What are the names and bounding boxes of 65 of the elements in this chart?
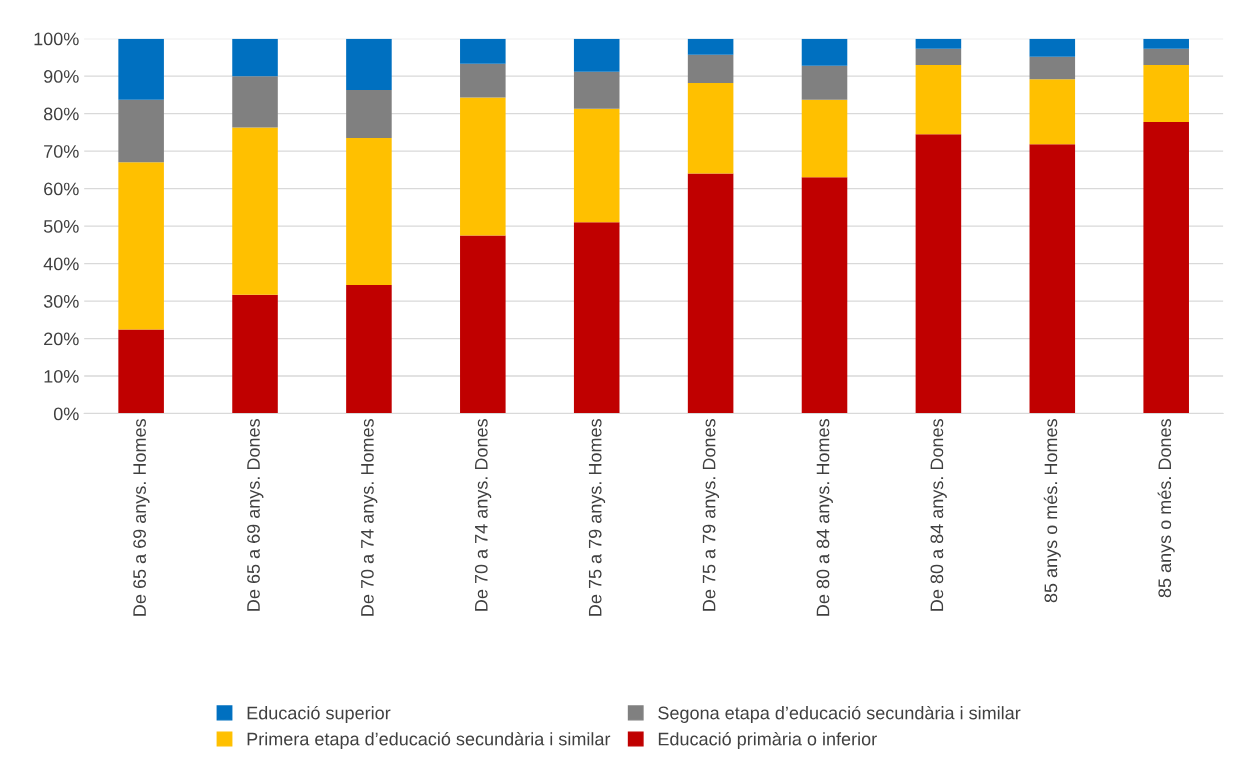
y-tick-label: 90% — [44, 70, 79, 83]
bar — [232, 127, 278, 295]
bar — [915, 64, 962, 135]
bar — [232, 76, 278, 128]
bar — [232, 294, 278, 414]
bar — [346, 90, 392, 138]
x-tick-label: De 80 a 84 anys. Dones — [930, 419, 947, 611]
y-tick-label: 100% — [34, 32, 79, 46]
y-tick-label: 70% — [44, 145, 79, 158]
bar — [801, 65, 848, 100]
legend-label: Primera etapa d’educació secundària i similar — [247, 731, 611, 750]
bar — [1143, 38, 1189, 49]
bar — [346, 38, 392, 91]
legend-label: Segona etapa d’educació secundària i similar — [658, 705, 1021, 723]
y-tick-label: 60% — [44, 182, 79, 196]
bar — [1143, 64, 1189, 122]
bar — [573, 222, 620, 414]
y-tick-label: 20% — [44, 332, 79, 346]
bar — [801, 177, 848, 414]
bar — [687, 82, 734, 174]
bar — [1029, 56, 1076, 80]
y-tick-label: 10% — [44, 370, 79, 383]
bar — [1143, 121, 1189, 414]
bar — [687, 173, 734, 414]
x-tick-label: De 75 a 79 anys. Dones — [702, 419, 720, 611]
bar — [232, 38, 278, 77]
bar — [687, 38, 734, 55]
x-tick-label: 85 anys o més. Homes — [1043, 419, 1061, 603]
bar — [118, 329, 164, 414]
y-tick-label: 0% — [53, 407, 79, 421]
y-tick-label: 30% — [43, 295, 79, 308]
bar — [915, 38, 962, 49]
bar — [801, 99, 848, 178]
bar — [687, 54, 734, 83]
bar — [460, 63, 506, 98]
bar — [573, 71, 620, 109]
x-tick-label: De 70 a 74 anys. Dones — [474, 419, 492, 611]
bar — [1029, 79, 1076, 145]
bar — [460, 38, 506, 64]
bar — [801, 38, 848, 66]
bar — [460, 235, 506, 414]
x-tick-label: De 70 a 74 anys. Homes — [360, 419, 378, 616]
bar — [573, 108, 620, 223]
legend-label: Educació superior — [247, 705, 391, 723]
bar — [118, 38, 164, 100]
bar — [1029, 38, 1076, 57]
legend-label: Educació primària o inferior — [658, 731, 877, 750]
bar — [1143, 48, 1189, 65]
x-tick-label: 85 anys o més. Dones — [1157, 419, 1175, 598]
bar — [1029, 144, 1076, 414]
x-tick-label: De 80 a 84 anys. Homes — [816, 419, 833, 616]
y-tick-label: 80% — [43, 107, 79, 121]
x-tick-label: De 75 a 79 anys. Homes — [588, 419, 606, 616]
x-tick-label: De 65 a 69 anys. Homes — [133, 419, 150, 616]
bar — [573, 38, 620, 72]
y-tick-label: 50% — [43, 220, 79, 233]
x-tick-label: De 65 a 69 anys. Dones — [247, 419, 264, 611]
bar — [118, 99, 164, 163]
bar — [915, 48, 962, 65]
bar — [346, 138, 392, 285]
bar — [118, 162, 164, 330]
y-tick-label: 40% — [43, 257, 79, 271]
bar — [460, 97, 506, 236]
bar — [915, 134, 962, 414]
bar — [346, 284, 392, 414]
